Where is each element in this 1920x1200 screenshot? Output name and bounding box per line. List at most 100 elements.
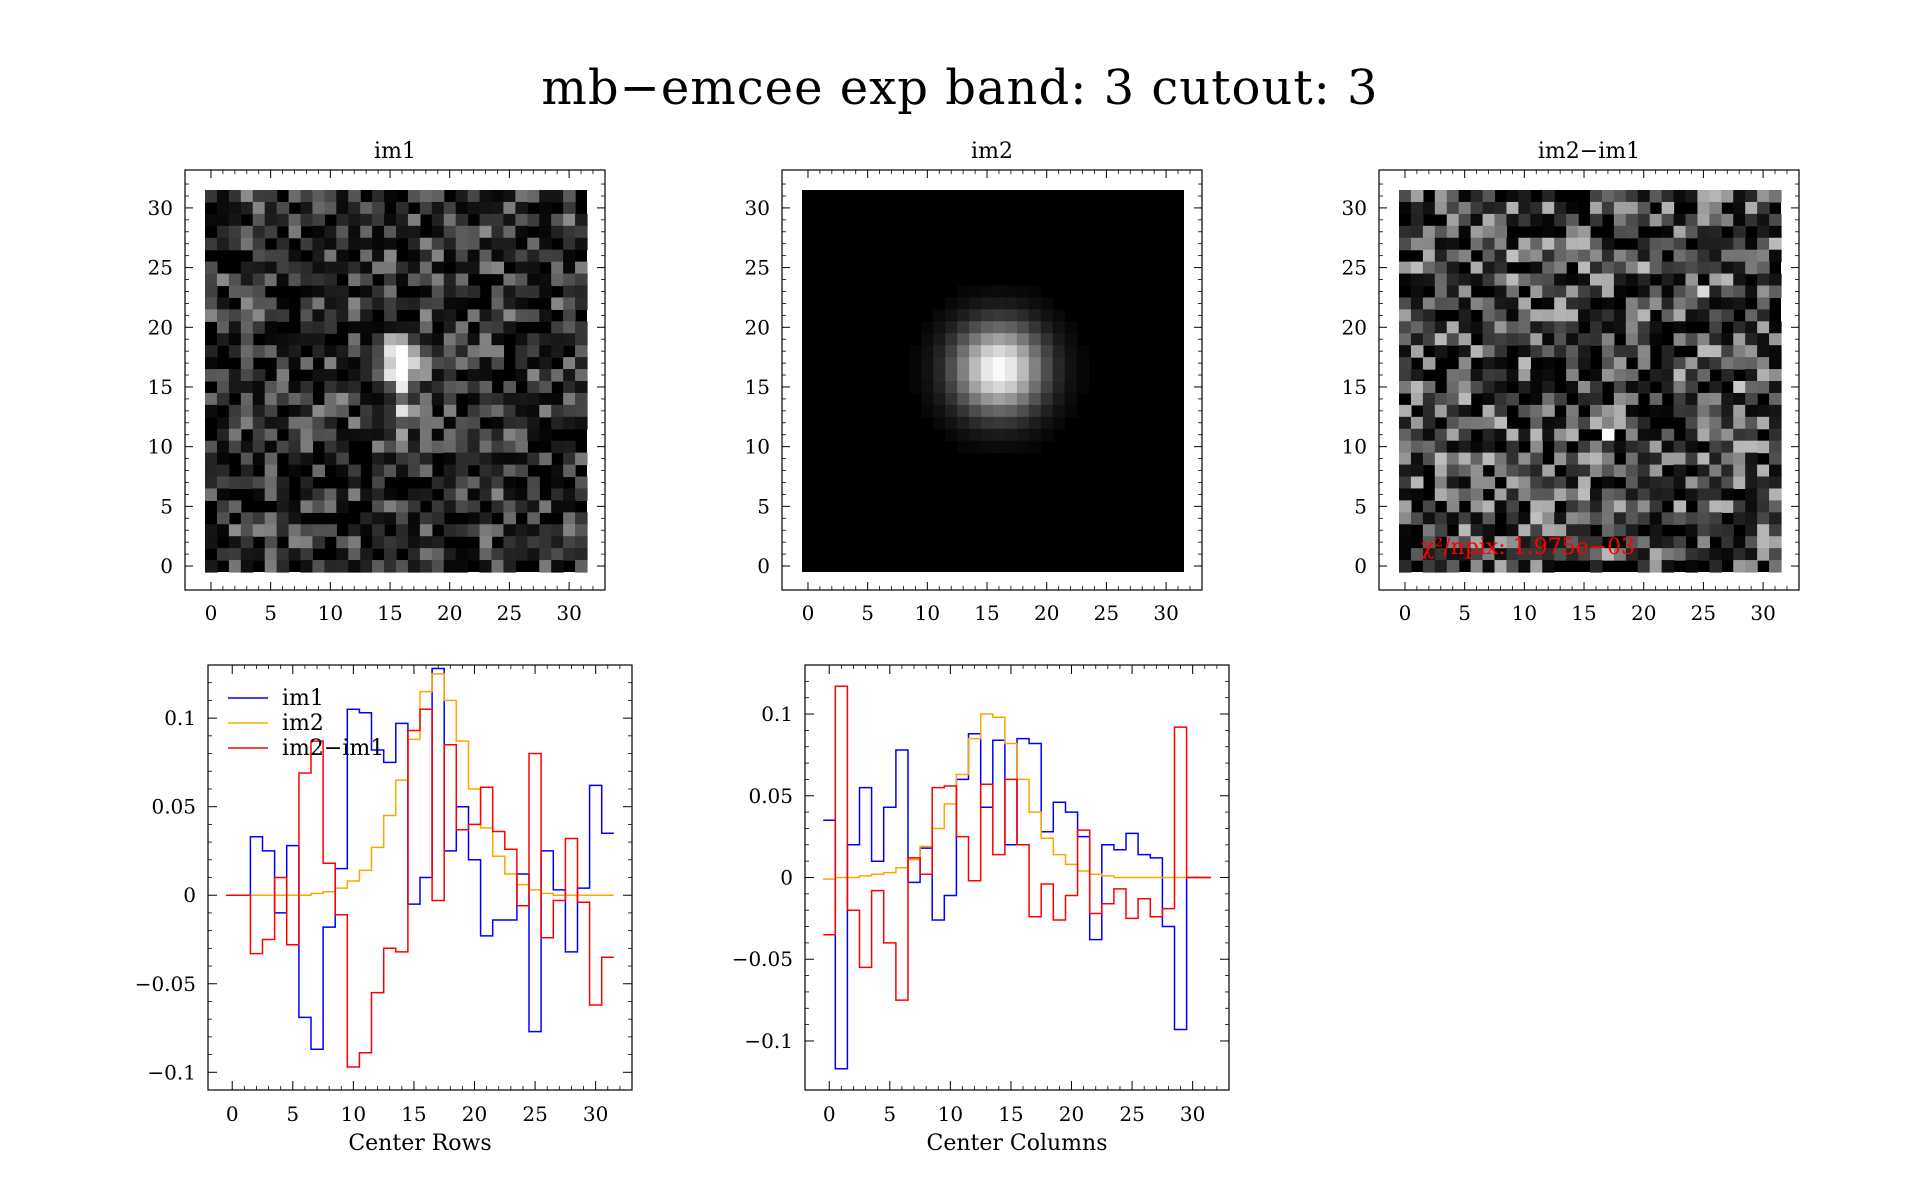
pixel-cell: [240, 321, 254, 334]
pixel-cell: [1028, 321, 1042, 334]
pixel-cell: [503, 237, 516, 251]
pixel-cell: [1530, 404, 1543, 418]
pixel-cell: [1518, 249, 1531, 263]
pixel-cell: [551, 213, 564, 227]
pixel-cell: [443, 321, 457, 334]
pixel-cell: [1757, 285, 1770, 299]
pixel-cell: [515, 273, 528, 287]
pixel-cell: [1590, 512, 1603, 525]
pixel-cell: [372, 225, 385, 239]
pixel-cell: [479, 225, 493, 239]
pixel-cell: [1566, 249, 1579, 263]
pixel-cell: [1410, 428, 1424, 442]
pixel-cell: [443, 416, 457, 430]
pixel-cell: [479, 524, 493, 537]
pixel-cell: [205, 369, 218, 382]
pixel-cell: [1769, 345, 1782, 358]
pixel-cell: [216, 381, 230, 394]
pixel-cell: [348, 213, 361, 227]
pixel-cell: [240, 261, 254, 275]
pixel-cell: [1769, 560, 1782, 573]
pixel-cell: [1542, 548, 1555, 561]
pixel-cell: [407, 333, 421, 346]
pixel-cell: [933, 381, 946, 394]
pixel-cell: [1733, 440, 1746, 454]
pixel-cell: [503, 500, 516, 513]
pixel-cell: [551, 560, 564, 573]
pixel-cell: [957, 416, 970, 430]
pixel-cell: [539, 237, 552, 251]
pixel-cell: [1530, 536, 1543, 549]
pixel-cell: [1697, 357, 1710, 370]
pixel-cell: [312, 500, 325, 513]
pixel-cell: [324, 297, 337, 310]
y-tick-label: 20: [148, 315, 173, 339]
pixel-cell: [1446, 333, 1460, 346]
pixel-cell: [1625, 249, 1639, 263]
pixel-cell: [252, 428, 266, 442]
pixel-cell: [1004, 392, 1018, 406]
pixel-cell: [1458, 357, 1472, 370]
pixel-cell: [300, 416, 314, 430]
pixel-cell: [1422, 249, 1436, 263]
pixel-cell: [1470, 381, 1484, 394]
pixel-cell: [1076, 381, 1090, 394]
pixel-cell: [1494, 273, 1508, 287]
pixel-cell: [1757, 536, 1770, 549]
pixel-cell: [288, 190, 302, 203]
pixel-cell: [372, 416, 385, 430]
pixel-cell: [1601, 201, 1615, 215]
pixel-cell: [455, 440, 469, 454]
pixel-cell: [1649, 488, 1663, 501]
pixel-cell: [1625, 500, 1639, 513]
pixel-cell: [1542, 297, 1555, 310]
pixel-cell: [240, 524, 254, 537]
pixel-cell: [1673, 404, 1687, 418]
pixel-cell: [575, 297, 588, 310]
pixel-cell: [455, 464, 469, 478]
pixel-cell: [1554, 416, 1567, 430]
pixel-cell: [312, 345, 325, 358]
pixel-cell: [467, 500, 481, 513]
pixel-cell: [1434, 524, 1448, 537]
pixel-cell: [300, 309, 314, 322]
pixel-cell: [1673, 357, 1687, 370]
pixel-cell: [1601, 357, 1615, 370]
pixel-cell: [1422, 321, 1436, 334]
pixel-cell: [216, 524, 230, 537]
pixel-cell: [455, 357, 469, 370]
pixel-cell: [384, 309, 397, 322]
pixel-cell: [240, 309, 254, 322]
pixel-cell: [1518, 297, 1531, 310]
pixel-cell: [396, 416, 409, 430]
x-tick-label: 25: [497, 601, 522, 625]
pixel-cell: [1590, 321, 1603, 334]
pixel-cell: [372, 536, 385, 549]
pixel-cell: [1685, 261, 1699, 275]
pixel-cell: [348, 488, 361, 501]
pixel-cell: [551, 488, 564, 501]
pixel-cell: [312, 201, 325, 215]
pixel-cell: [1697, 536, 1710, 549]
pixel-cell: [515, 500, 528, 513]
pixel-cell: [1554, 548, 1567, 561]
pixel-cell: [1673, 333, 1687, 346]
pixel-cell: [1566, 488, 1579, 501]
pixel-cell: [348, 428, 361, 442]
pixel-cell: [419, 309, 433, 322]
pixel-cell: [240, 440, 254, 454]
pixel-cell: [419, 548, 433, 561]
pixel-cell: [1709, 452, 1722, 466]
pixel-cell: [1709, 404, 1722, 418]
pixel-cell: [1458, 297, 1472, 310]
pixel-cell: [1040, 345, 1054, 358]
pixel-cell: [981, 285, 994, 299]
pixel-cell: [503, 428, 516, 442]
pixel-cell: [1016, 440, 1030, 454]
pixel-cell: [252, 440, 266, 454]
pixel-cell: [312, 273, 325, 287]
pixel-cell: [1542, 404, 1555, 418]
pixel-cell: [1613, 500, 1627, 513]
pixel-cell: [384, 345, 397, 358]
pixel-cell: [1434, 512, 1448, 525]
